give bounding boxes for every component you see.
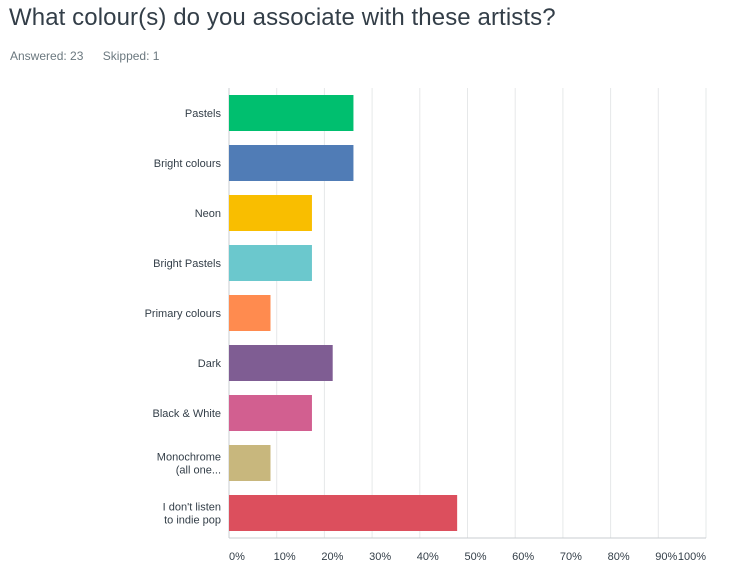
category-label: Bright colours [154, 158, 222, 170]
category-label: Primary colours [145, 308, 222, 320]
category-label: (all one... [176, 465, 221, 477]
question-title: What colour(s) do you associate with the… [9, 4, 556, 31]
x-tick-label: 80% [608, 551, 630, 563]
bar[interactable] [229, 495, 458, 531]
x-tick-label: 90% [655, 551, 677, 563]
bar[interactable] [229, 145, 354, 181]
bar[interactable] [229, 395, 312, 431]
x-tick-label: 70% [560, 551, 582, 563]
response-stats: Answered: 23 Skipped: 1 [10, 49, 175, 63]
category-label: Dark [198, 358, 222, 370]
answered-count: Answered: 23 [10, 49, 84, 63]
x-tick-label: 40% [417, 551, 439, 563]
category-label: Pastels [185, 108, 222, 120]
category-label: I don't listen [163, 502, 221, 514]
x-tick-label: 10% [274, 551, 296, 563]
category-label: Monochrome [157, 452, 221, 464]
bar[interactable] [229, 195, 312, 231]
bar[interactable] [229, 245, 312, 281]
x-tick-label: 100% [678, 551, 706, 563]
x-tick-label: 30% [369, 551, 391, 563]
bar[interactable] [229, 445, 271, 481]
bar[interactable] [229, 95, 354, 131]
category-label: Neon [195, 208, 221, 220]
x-tick-label: 50% [464, 551, 486, 563]
x-tick-label: 0% [229, 551, 245, 563]
x-tick-label: 60% [512, 551, 534, 563]
skipped-count: Skipped: 1 [102, 49, 160, 63]
category-label: to indie pop [164, 515, 221, 527]
x-tick-label: 20% [321, 551, 343, 563]
category-label: Bright Pastels [153, 258, 221, 270]
category-label: Black & White [153, 408, 221, 420]
bar[interactable] [229, 345, 333, 381]
bar[interactable] [229, 295, 271, 331]
